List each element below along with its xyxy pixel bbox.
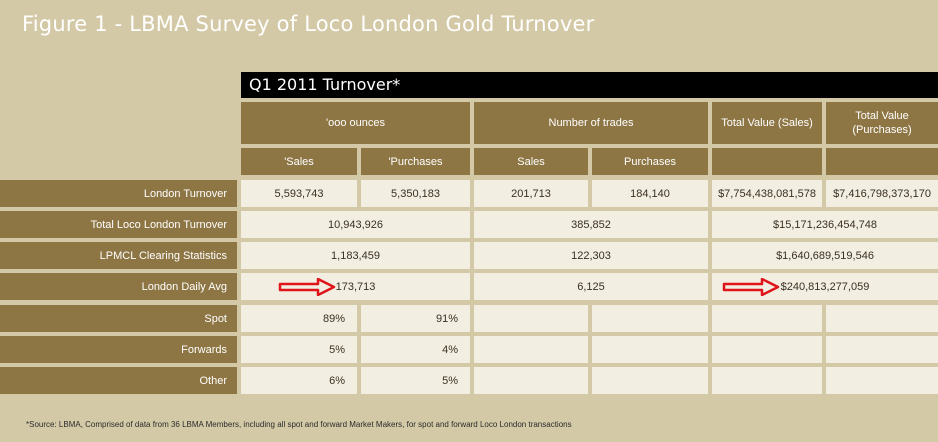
cell-empty — [592, 305, 708, 332]
cell-value: $15,171,236,454,748 — [712, 211, 938, 238]
subheader-empty-2 — [826, 148, 938, 175]
cell-empty — [474, 367, 588, 394]
header-trades: Number of trades — [474, 102, 708, 144]
subheader-oz-purchases: 'Purchases — [361, 148, 470, 175]
cell-value: 5,350,183 — [361, 180, 470, 207]
cell-value: 184,140 — [592, 180, 708, 207]
cell-value: $240,813,277,059 — [712, 273, 938, 300]
cell-empty — [592, 336, 708, 363]
cell-value: 201,713 — [474, 180, 588, 207]
header-value-purchases: Total Value (Purchases) — [826, 102, 938, 144]
cell-empty — [474, 336, 588, 363]
cell-value: 89% — [241, 305, 357, 332]
annotation-arrow-icon — [278, 278, 336, 296]
cell-empty — [592, 367, 708, 394]
cell-value: 6,125 — [474, 273, 708, 300]
row-label-lpmcl: LPMCL Clearing Statistics — [0, 242, 237, 269]
cell-value: 5% — [361, 367, 470, 394]
subheader-trades-sales: Sales — [474, 148, 588, 175]
cell-value: 1,183,459 — [241, 242, 470, 269]
row-label-spot: Spot — [0, 305, 237, 332]
cell-value: 122,303 — [474, 242, 708, 269]
cell-empty — [712, 336, 822, 363]
header-value-sales: Total Value (Sales) — [712, 102, 822, 144]
cell-value: 173,713 — [241, 273, 470, 300]
cell-value: 5,593,743 — [241, 180, 357, 207]
annotation-arrow-icon — [722, 278, 780, 296]
cell-value: 6% — [241, 367, 357, 394]
cell-value: 4% — [361, 336, 470, 363]
cell-empty — [826, 336, 938, 363]
subheader-empty-1 — [712, 148, 822, 175]
cell-value: 10,943,926 — [241, 211, 470, 238]
cell-value: $7,754,438,081,578 — [712, 180, 822, 207]
cell-empty — [712, 305, 822, 332]
source-footnote: *Source: LBMA, Comprised of data from 36… — [26, 420, 572, 429]
row-label-london-turnover: London Turnover — [0, 180, 237, 207]
row-label-daily-avg: London Daily Avg — [0, 273, 237, 300]
cell-empty — [474, 305, 588, 332]
cell-empty — [826, 367, 938, 394]
subheader-oz-sales: 'Sales — [241, 148, 357, 175]
row-label-other: Other — [0, 367, 237, 394]
row-label-forwards: Forwards — [0, 336, 237, 363]
subheader-trades-purchases: Purchases — [592, 148, 708, 175]
cell-empty — [712, 367, 822, 394]
period-header: Q1 2011 Turnover* — [241, 72, 938, 98]
figure-title: Figure 1 - LBMA Survey of Loco London Go… — [22, 12, 595, 36]
cell-value: $7,416,798,373,170 — [826, 180, 938, 207]
header-ounces: 'ooo ounces — [241, 102, 470, 144]
cell-empty — [826, 305, 938, 332]
cell-value: 91% — [361, 305, 470, 332]
row-label-total-loco: Total Loco London Turnover — [0, 211, 237, 238]
cell-value: 5% — [241, 336, 357, 363]
cell-value: $1,640,689,519,546 — [712, 242, 938, 269]
cell-value: 385,852 — [474, 211, 708, 238]
